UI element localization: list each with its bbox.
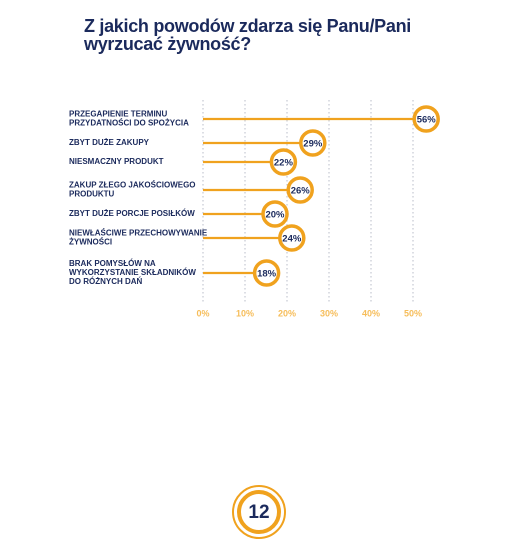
category-label-line: ZAKUP ZŁEGO JAKOŚCIOWEGO (69, 181, 196, 190)
lollipop-head (286, 176, 314, 204)
category-label-line: ZBYT DUŻE ZAKUPY (69, 138, 150, 147)
category-label-line: WYKORZYSTANIE SKŁADNIKÓW (69, 268, 196, 277)
chart-title: Z jakich powodów zdarza się Panu/Pani wy… (84, 16, 411, 54)
lollipop-head (412, 105, 440, 133)
x-tick-label: 10% (236, 308, 254, 318)
value-label: 26% (291, 186, 311, 197)
value-label: 24% (282, 234, 302, 245)
category-label-line: PRODUKTU (69, 190, 115, 199)
lollipop-head (261, 200, 289, 228)
value-label: 29% (303, 139, 323, 150)
category-label: PRZEGAPIENIE TERMINU PRZYDATNOŚCI DO SPOŻ… (69, 110, 189, 128)
category-label-line: NIESMACZNY PRODUKT (69, 157, 164, 166)
category-label-line: PRZEGAPIENIE TERMINU (69, 110, 167, 119)
x-tick-label: 20% (278, 308, 296, 318)
value-label: 18% (257, 269, 277, 280)
lollipop-head (278, 224, 306, 252)
category-label: ZBYT DUŻE ZAKUPY (69, 138, 150, 147)
category-label: NIEWŁAŚCIWE PRZECHOWYWANIE ŻYWNOŚCI (69, 229, 208, 247)
category-label: ZAKUP ZŁEGO JAKOŚCIOWEGO PRODUKTU (69, 181, 196, 199)
category-label-line: BRAK POMYSŁÓW NA (69, 259, 156, 268)
lollipop-head (252, 259, 281, 287)
category-label-line: ZBYT DUŻE PORCJE POSIŁKÓW (69, 209, 195, 218)
x-tick-label: 40% (362, 308, 380, 318)
x-tick-label: 50% (404, 308, 422, 318)
lollipop-head (269, 148, 298, 176)
page-badge-ring (232, 485, 286, 539)
category-label-line: ŻYWNOŚCI (69, 238, 112, 247)
lollipop-head (299, 129, 327, 157)
page-number: 12 (248, 502, 269, 523)
category-label-line: DO RÓŻNYCH DAŃ (69, 277, 143, 286)
x-tick-label: 0% (196, 308, 209, 318)
category-label-line: NIEWŁAŚCIWE PRZECHOWYWANIE (69, 229, 208, 238)
category-label: BRAK POMYSŁÓW NA WYKORZYSTANIE SKŁADNIKÓW… (69, 259, 196, 286)
x-tick-label: 30% (320, 308, 338, 318)
value-label: 20% (265, 210, 285, 221)
category-label: ZBYT DUŻE PORCJE POSIŁKÓW (69, 209, 195, 218)
page-badge (237, 490, 281, 534)
value-label: 22% (274, 158, 294, 169)
value-label: 56% (417, 115, 437, 126)
category-label-line: PRZYDATNOŚCI DO SPOŻYCIA (69, 119, 189, 128)
category-label: NIESMACZNY PRODUKT (69, 157, 164, 166)
